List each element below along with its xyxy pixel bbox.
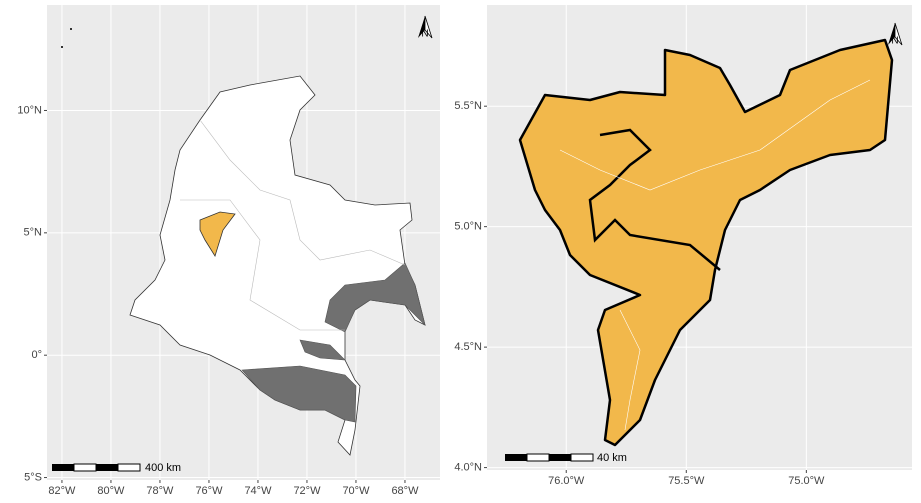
x-tick-label: 82°W: [48, 485, 76, 497]
x-tick-label: 75.0°W: [788, 475, 825, 487]
x-tick-label: 68°W: [391, 485, 419, 497]
y-tick-label: 0°: [31, 349, 42, 361]
country-shape: [129, 75, 426, 456]
y-tick-label: 5.5°N: [454, 100, 482, 112]
y-tick-label: 5°N: [24, 227, 43, 239]
north-arrow: [894, 22, 903, 46]
inner-borders: [559, 79, 871, 191]
region-gray: [324, 262, 426, 333]
scale-label: 40 km: [597, 452, 627, 464]
region-gray: [241, 365, 357, 423]
x-tick-label: 70°W: [342, 485, 370, 497]
x-tick-label: 74°W: [244, 485, 272, 497]
y-tick-label: 5°S: [24, 471, 42, 483]
north-label: N: [891, 36, 898, 47]
y-tick-label: 5.0°N: [454, 221, 482, 233]
inner-borders: [619, 309, 641, 431]
scale-bar: [505, 453, 594, 462]
inner-borders: [199, 119, 406, 266]
y-tick-label: 10°N: [17, 104, 42, 116]
region-highlight: [518, 38, 894, 447]
y-tick-label: 4.0°N: [454, 461, 482, 473]
scale-bar: [52, 463, 141, 472]
island: [61, 46, 63, 48]
subregion-border: [588, 128, 721, 271]
x-tick-label: 75.5°W: [668, 475, 705, 487]
inner-borders: [180, 199, 345, 331]
region-highlight: [199, 211, 236, 257]
north-arrow: [424, 15, 433, 39]
x-tick-label: 76°W: [195, 485, 223, 497]
island: [70, 28, 72, 30]
x-tick-label: 76.0°W: [548, 475, 585, 487]
x-tick-label: 72°W: [293, 485, 321, 497]
x-tick-label: 80°W: [97, 485, 125, 497]
region-gray: [299, 339, 346, 361]
north-arrow: [418, 16, 425, 38]
scale-label: 400 km: [145, 462, 181, 474]
x-tick-label: 78°W: [146, 485, 174, 497]
y-tick-label: 4.5°N: [454, 341, 482, 353]
north-label: N: [421, 29, 428, 40]
north-arrow: [888, 23, 895, 45]
